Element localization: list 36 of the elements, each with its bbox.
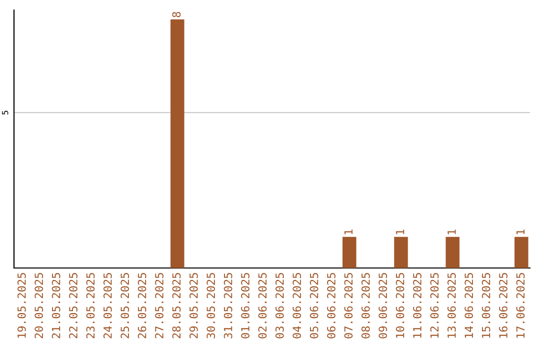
- x-tick-label: 16.06.2025: [499, 273, 508, 338]
- x-tick-label: 05.06.2025: [310, 273, 318, 338]
- x-tick-label: 14.06.2025: [464, 273, 474, 338]
- x-tick-label: 06.06.2025: [327, 273, 336, 338]
- x-tick-label: 20.05.2025: [34, 273, 44, 338]
- x-tick-label: 09.06.2025: [378, 273, 388, 338]
- x-tick-label: 15.06.2025: [482, 273, 490, 338]
- x-tick-label: 04.06.2025: [292, 273, 302, 338]
- x-tick-label: 12.06.2025: [430, 273, 439, 338]
- data-label: 1: [448, 230, 456, 234]
- x-tick-label: 22.05.2025: [69, 273, 78, 338]
- x-tick-label: 26.05.2025: [138, 273, 146, 338]
- data-label: 8: [172, 12, 181, 18]
- x-tick-label: 13.06.2025: [447, 273, 456, 338]
- x-tick-label: 31.05.2025: [224, 273, 232, 338]
- y-tick-label: 5: [2, 110, 8, 115]
- x-tick-label: 30.05.2025: [206, 273, 216, 338]
- x-tick-label: 23.05.2025: [86, 273, 95, 338]
- x-tick-label: 01.06.2025: [241, 273, 250, 338]
- x-tick-label: 10.06.2025: [396, 273, 404, 338]
- x-tick-label: 27.05.2025: [155, 273, 164, 338]
- x-tick-label: 02.06.2025: [258, 273, 267, 338]
- x-tick-label: 25.05.2025: [120, 273, 130, 338]
- x-tick-label: 29.05.2025: [189, 273, 198, 338]
- x-tick-label: 28.05.2025: [172, 273, 181, 338]
- data-label: 1: [396, 230, 404, 234]
- x-tick-label: 21.05.2025: [52, 273, 60, 338]
- x-tick-label: 19.05.2025: [17, 273, 26, 338]
- x-tick-label: 08.06.2025: [361, 273, 370, 338]
- x-tick-label: 11.06.2025: [413, 273, 422, 338]
- data-label: 1: [344, 230, 352, 234]
- x-tick-label: 24.05.2025: [103, 273, 112, 338]
- x-tick-label: 07.06.2025: [344, 273, 353, 338]
- x-tick-label: 03.06.2025: [275, 273, 284, 338]
- x-tick-label: 17.06.2025: [516, 273, 525, 338]
- data-label: 1: [516, 230, 524, 234]
